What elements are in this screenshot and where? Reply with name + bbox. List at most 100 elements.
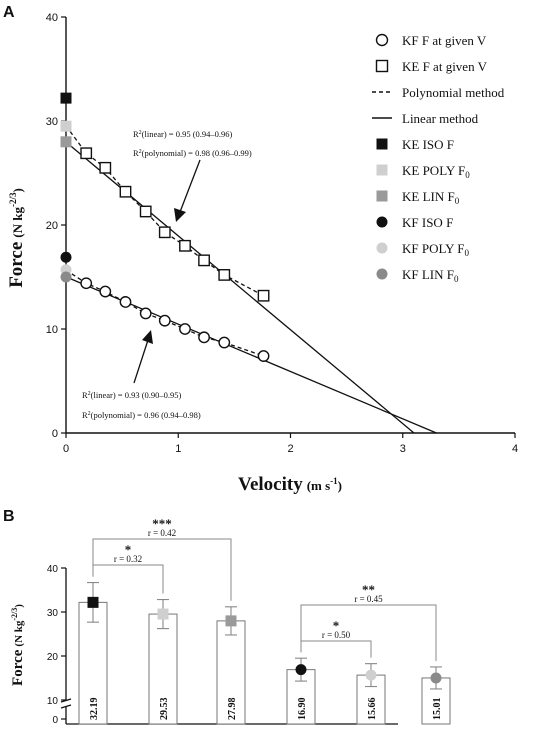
legend-label: Linear method bbox=[402, 111, 479, 126]
significance-stars: * bbox=[125, 542, 132, 557]
legend-marker bbox=[376, 242, 388, 254]
kf-lin-f0-point bbox=[60, 271, 72, 283]
y-tick-label: 40 bbox=[47, 564, 59, 575]
chart-b-comparisons: ***r = 0.42*r = 0.32**r = 0.45*r = 0.50 bbox=[92, 516, 437, 661]
x-tick-label: 0 bbox=[63, 443, 69, 455]
kf-data-point bbox=[179, 323, 191, 335]
ke-poly-f0-point bbox=[60, 120, 72, 132]
y-tick-label: 30 bbox=[46, 116, 58, 128]
kf-data-point bbox=[198, 331, 210, 344]
y-tick-label: 10 bbox=[47, 696, 59, 707]
bar-marker bbox=[87, 596, 99, 608]
panel-b-label: B bbox=[3, 508, 15, 525]
ke-data-point bbox=[99, 161, 112, 174]
significance-stars: * bbox=[333, 618, 340, 633]
ke-poly-fit bbox=[65, 125, 264, 297]
legend-label: KE POLY F0 bbox=[402, 163, 470, 180]
kf-poly-fit bbox=[65, 269, 264, 357]
bar bbox=[216, 620, 246, 725]
chart-a-x-label: Velocity (m s-1) bbox=[238, 474, 342, 495]
ke-data-point bbox=[119, 185, 132, 198]
effect-size-label: r = 0.50 bbox=[322, 630, 351, 640]
kf-data-point bbox=[139, 307, 152, 320]
y-tick-label: 30 bbox=[47, 608, 59, 619]
effect-size-label: r = 0.32 bbox=[114, 554, 142, 564]
ke-data-point bbox=[257, 289, 270, 302]
legend-marker bbox=[376, 164, 388, 176]
chart-b-bars: 32.19 29.53 27.98 16.90 15.66 15.01 bbox=[78, 582, 451, 725]
bar-value-label: 16.90 bbox=[297, 698, 308, 721]
bar-marker bbox=[157, 608, 169, 620]
legend-marker bbox=[375, 33, 389, 47]
bar-value-label: 15.01 bbox=[432, 698, 443, 721]
y-tick-label: 10 bbox=[46, 324, 58, 336]
x-tick-label: 1 bbox=[175, 443, 181, 455]
ke-iso-f-point bbox=[60, 92, 72, 104]
legend-marker bbox=[375, 59, 389, 73]
kf-data-point bbox=[80, 277, 93, 290]
bar-marker bbox=[365, 669, 377, 681]
comparison-bracket bbox=[300, 604, 437, 661]
legend-marker bbox=[376, 190, 388, 202]
bar-value-label: 32.19 bbox=[89, 698, 100, 721]
ke-lin-f0-point bbox=[60, 136, 72, 148]
bar-marker bbox=[430, 672, 442, 684]
kf-data-point bbox=[99, 285, 112, 298]
kf-iso-f-point bbox=[60, 251, 72, 263]
ke-data-point bbox=[198, 254, 210, 267]
legend-marker bbox=[376, 216, 388, 228]
kf-data-point bbox=[218, 336, 231, 349]
legend-label: KF LIN F0 bbox=[402, 267, 459, 284]
chart-b: 10 20 30 40 0 32.19 29.53 27.98 16.90 15.66 15.01… bbox=[10, 516, 451, 726]
legend-label: KE F at given V bbox=[402, 59, 488, 74]
legend-marker bbox=[376, 268, 388, 280]
y-tick-label: 40 bbox=[46, 12, 58, 24]
significance-stars: *** bbox=[152, 516, 172, 531]
bar-marker bbox=[295, 664, 307, 676]
ke-r2-poly: R2(polynomial) = 0.98 (0.96–0.99) bbox=[133, 148, 252, 158]
ke-r2-linear: R2(linear) = 0.95 (0.94–0.96) bbox=[133, 129, 233, 139]
y-tick-label: 0 bbox=[52, 715, 58, 726]
kf-data-point bbox=[257, 350, 270, 362]
y-tick-label: 20 bbox=[46, 220, 58, 232]
bar-value-label: 29.53 bbox=[159, 698, 170, 721]
x-tick-label: 2 bbox=[287, 443, 293, 455]
bar-value-label: 15.66 bbox=[367, 698, 378, 721]
y-tick-label: 20 bbox=[47, 652, 59, 663]
chart-a-points bbox=[60, 92, 270, 362]
comparison-bracket bbox=[92, 538, 232, 601]
bar-marker bbox=[225, 615, 237, 627]
effect-size-label: r = 0.45 bbox=[354, 594, 383, 604]
kf-r2-poly: R2(polynomial) = 0.96 (0.94–0.98) bbox=[82, 410, 201, 420]
kf-r2-linear: R2(linear) = 0.93 (0.90–0.95) bbox=[82, 390, 182, 400]
chart-a-legend: KF F at given V KE F at given V Polynomial… bbox=[372, 33, 505, 284]
chart-a-y-label: Force(N kg-2/3) bbox=[6, 188, 27, 288]
comparison-bracket bbox=[92, 564, 164, 594]
ke-data-point bbox=[158, 226, 171, 239]
arrow-kf bbox=[133, 330, 153, 384]
ke-data-point bbox=[218, 269, 231, 281]
y-tick-label: 0 bbox=[52, 428, 58, 440]
legend-label: KF POLY F0 bbox=[402, 241, 470, 258]
bar bbox=[148, 613, 178, 725]
axis-break bbox=[60, 704, 72, 709]
significance-stars: ** bbox=[362, 582, 375, 597]
ke-data-point bbox=[80, 147, 93, 160]
effect-size-label: r = 0.42 bbox=[148, 528, 176, 538]
bar-value-label: 27.98 bbox=[227, 698, 238, 721]
ke-data-point bbox=[139, 205, 152, 218]
legend-label: KE ISO F bbox=[402, 137, 454, 152]
legend-label: KF F at given V bbox=[402, 33, 487, 48]
panel-a-label: A bbox=[3, 4, 15, 21]
kf-data-point bbox=[119, 296, 132, 308]
legend-label: KF ISO F bbox=[402, 215, 453, 230]
comparison-bracket bbox=[300, 640, 372, 658]
chart-b-y-label: Force(N kg-2/3) bbox=[10, 604, 26, 686]
ke-data-point bbox=[179, 239, 191, 252]
legend-marker bbox=[376, 138, 388, 150]
arrow-ke bbox=[174, 159, 201, 222]
legend-label: Polynomial method bbox=[402, 85, 505, 100]
legend-label: KE LIN F0 bbox=[402, 189, 460, 206]
